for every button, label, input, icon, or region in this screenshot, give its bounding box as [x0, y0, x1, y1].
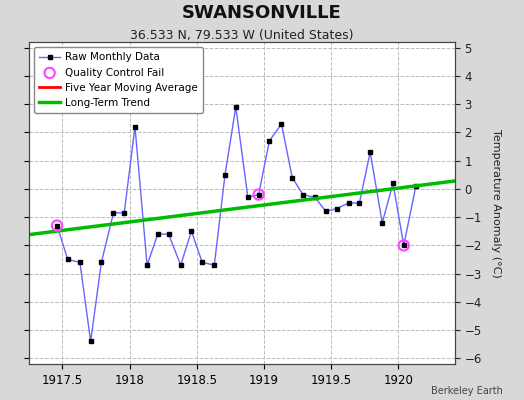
- Quality Control Fail: [400, 242, 408, 248]
- Raw Monthly Data: [289, 175, 296, 180]
- Raw Monthly Data: [312, 195, 318, 200]
- Raw Monthly Data: [54, 223, 60, 228]
- Raw Monthly Data: [245, 195, 251, 200]
- Raw Monthly Data: [111, 210, 117, 215]
- Raw Monthly Data: [211, 263, 217, 268]
- Raw Monthly Data: [413, 184, 419, 188]
- Raw Monthly Data: [64, 257, 71, 262]
- Quality Control Fail: [255, 191, 263, 198]
- Quality Control Fail: [53, 222, 61, 229]
- Y-axis label: Temperature Anomaly (°C): Temperature Anomaly (°C): [492, 129, 501, 277]
- Raw Monthly Data: [256, 192, 262, 197]
- Raw Monthly Data: [178, 263, 184, 268]
- Raw Monthly Data: [401, 243, 407, 248]
- Raw Monthly Data: [121, 210, 127, 215]
- Raw Monthly Data: [155, 232, 161, 236]
- Raw Monthly Data: [356, 201, 363, 206]
- Raw Monthly Data: [390, 181, 396, 186]
- Raw Monthly Data: [367, 150, 373, 154]
- Legend: Raw Monthly Data, Quality Control Fail, Five Year Moving Average, Long-Term Tren: Raw Monthly Data, Quality Control Fail, …: [34, 47, 203, 113]
- Raw Monthly Data: [278, 122, 285, 126]
- Raw Monthly Data: [88, 339, 94, 344]
- Raw Monthly Data: [333, 206, 340, 211]
- Line: Raw Monthly Data: Raw Monthly Data: [55, 105, 418, 344]
- Raw Monthly Data: [233, 104, 239, 109]
- Text: SWANSONVILLE: SWANSONVILLE: [182, 4, 342, 22]
- Text: Berkeley Earth: Berkeley Earth: [431, 386, 503, 396]
- Raw Monthly Data: [144, 263, 150, 268]
- Raw Monthly Data: [379, 220, 386, 225]
- Raw Monthly Data: [266, 138, 272, 143]
- Raw Monthly Data: [222, 172, 228, 177]
- Raw Monthly Data: [132, 124, 138, 129]
- Raw Monthly Data: [345, 201, 352, 206]
- Raw Monthly Data: [166, 232, 172, 236]
- Raw Monthly Data: [188, 229, 194, 234]
- Raw Monthly Data: [77, 260, 83, 265]
- Raw Monthly Data: [98, 260, 104, 265]
- Title: 36.533 N, 79.533 W (United States): 36.533 N, 79.533 W (United States): [130, 29, 354, 42]
- Raw Monthly Data: [199, 260, 205, 265]
- Raw Monthly Data: [300, 192, 306, 197]
- Raw Monthly Data: [323, 209, 329, 214]
